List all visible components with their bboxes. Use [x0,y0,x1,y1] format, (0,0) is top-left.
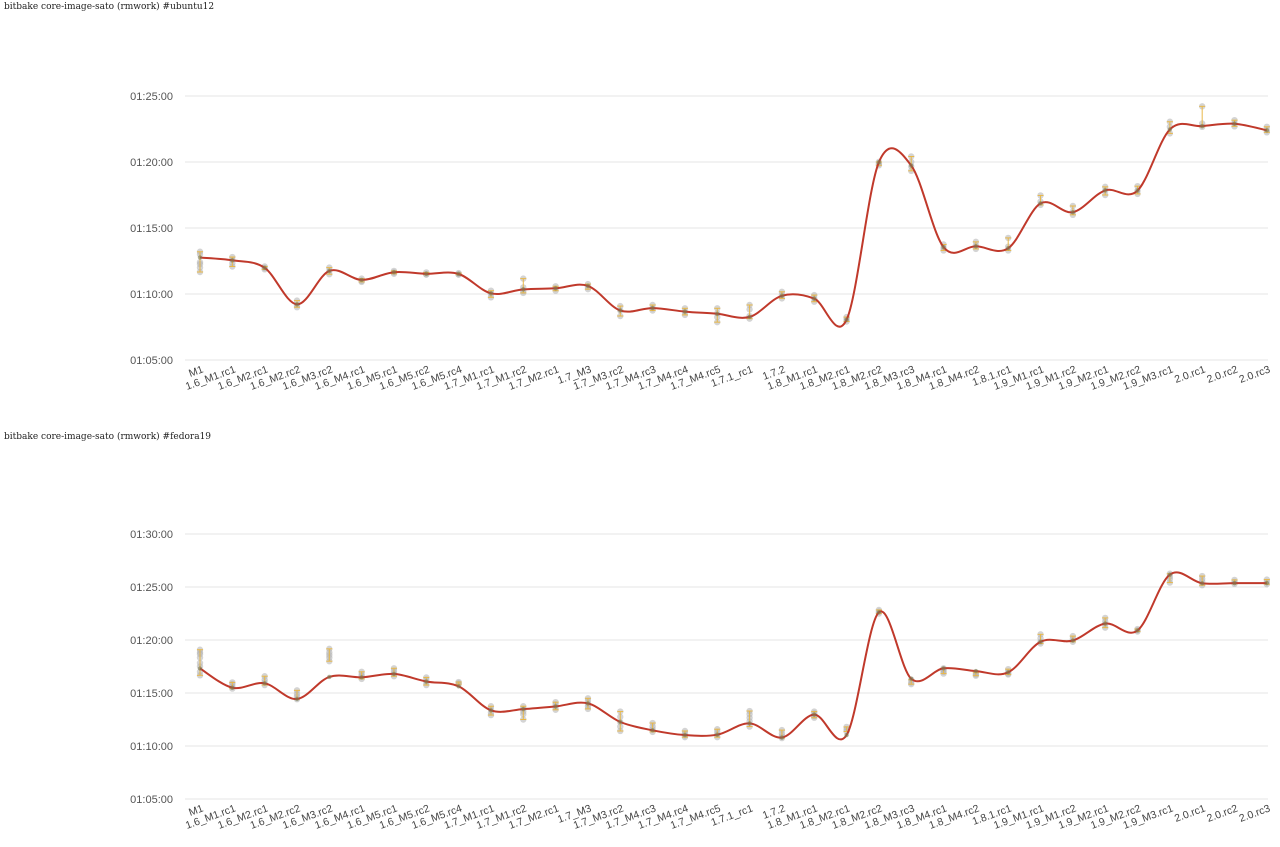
data-point [424,271,429,276]
data-point [456,684,461,689]
data-point [650,728,655,733]
data-point [521,287,526,292]
data-point [327,674,332,680]
error-bar [197,649,203,676]
data-point [973,244,979,249]
error-bar [326,648,333,662]
data-point [1038,201,1043,206]
x-tick-label: 2.0.rc1 [1173,802,1207,824]
x-tick-label: 2.0.rc2 [1205,802,1239,824]
data-point [1038,639,1043,644]
data-point [844,317,849,322]
x-tick-label: M1 [187,802,205,818]
y-tick-label: 01:15:00 [130,688,173,700]
data-point [876,610,882,615]
data-point [682,309,688,314]
data-point [1232,121,1237,126]
x-tick-label: M1 [187,363,205,379]
chart-title: bitbake core-image-sato (rmwork) #ubuntu… [4,2,215,12]
data-point [1199,581,1205,586]
data-point [812,296,817,301]
y-tick-label: 01:05:00 [130,355,173,367]
y-tick-label: 01:15:00 [130,223,173,235]
data-point [488,708,494,713]
data-point [230,685,235,690]
chart-fedora19: bitbake core-image-sato (rmwork) #fedora… [0,430,1280,847]
data-point [1070,638,1076,643]
data-point [359,675,364,680]
data-point [359,277,364,283]
chart-title: bitbake core-image-sato (rmwork) #fedora… [4,432,212,442]
data-point [715,732,720,737]
data-point [747,721,752,726]
data-point [1006,246,1011,251]
data-point [973,668,979,674]
data-point [1006,670,1011,675]
chart-plot-ubuntu12: 01:05:00 01:10:00 01:15:00 01:20:00 01:25:00… [130,91,1272,393]
y-tick-label: 01:20:00 [130,157,173,169]
data-point [618,719,623,725]
data-point [521,706,526,712]
chart-ubuntu12: bitbake core-image-sato (rmwork) #ubuntu… [4,2,1272,393]
data-point [1264,580,1270,586]
data-point [779,735,785,740]
data-point [327,268,332,274]
y-tick-label: 01:10:00 [130,741,173,753]
y-tick-label: 01:20:00 [130,635,173,647]
data-point [1135,188,1140,193]
data-point [650,305,655,311]
data-point [909,163,914,168]
x-tick-label: 2.0.rc2 [1205,363,1239,385]
y-tick-label: 01:25:00 [130,582,173,594]
data-point [1102,621,1108,626]
data-point [909,676,914,681]
data-point [1070,209,1076,215]
data-point [1167,127,1173,132]
data-point [553,704,558,709]
data-point [585,283,591,289]
data-point [747,314,752,320]
data-point [585,701,591,706]
data-point [553,286,558,291]
series-line [199,122,1268,328]
data-point [230,258,235,263]
data-point [941,666,946,671]
data-point [1264,128,1270,133]
data-point [391,270,397,275]
y-tick-label: 01:05:00 [130,794,173,806]
data-point [424,679,429,684]
chart-plot-fedora19: 01:05:00 01:10:00 01:15:00 01:20:00 01:25:00… [130,529,1272,832]
data-point [1199,123,1205,129]
data-point [1102,188,1108,193]
x-tick-label: 2.0.rc1 [1173,363,1207,385]
data-point [1135,628,1140,633]
series-line [199,571,1267,741]
data-point [294,302,300,307]
data-point [779,293,785,298]
data-point [391,671,397,677]
y-tick-label: 01:30:00 [130,529,173,541]
data-point [941,244,946,250]
data-point [844,732,849,738]
data-point [812,712,817,717]
y-tick-label: 01:10:00 [130,289,173,301]
y-tick-label: 01:25:00 [130,91,173,103]
data-point [262,265,267,271]
data-point [294,696,300,702]
data-point [488,291,494,296]
data-point [618,308,623,313]
data-point [876,160,882,165]
x-tick-label: 2.0.rc3 [1238,802,1272,824]
data-point [1167,572,1173,577]
data-point [715,311,720,316]
data-point [197,255,203,260]
data-point [262,681,267,686]
x-tick-label: 2.0.rc3 [1238,363,1272,385]
data-point [682,732,688,738]
error-bar [197,251,203,273]
data-point [197,666,203,671]
data-point [1232,580,1237,586]
data-point [456,271,461,277]
